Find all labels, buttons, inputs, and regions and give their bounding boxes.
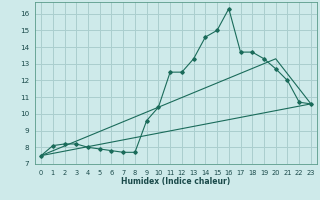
X-axis label: Humidex (Indice chaleur): Humidex (Indice chaleur) [121, 177, 231, 186]
